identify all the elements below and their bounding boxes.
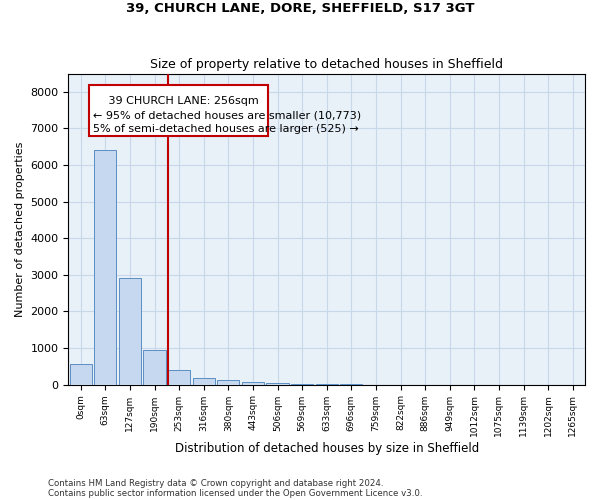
Bar <box>168 370 190 384</box>
Text: 39 CHURCH LANE: 256sqm: 39 CHURCH LANE: 256sqm <box>98 96 259 106</box>
Bar <box>266 382 289 384</box>
X-axis label: Distribution of detached houses by size in Sheffield: Distribution of detached houses by size … <box>175 442 479 455</box>
Text: Contains HM Land Registry data © Crown copyright and database right 2024.: Contains HM Land Registry data © Crown c… <box>48 478 383 488</box>
Bar <box>217 380 239 384</box>
Bar <box>94 150 116 384</box>
Text: ← 95% of detached houses are smaller (10,773): ← 95% of detached houses are smaller (10… <box>93 110 361 120</box>
FancyBboxPatch shape <box>89 84 268 136</box>
Title: Size of property relative to detached houses in Sheffield: Size of property relative to detached ho… <box>150 58 503 71</box>
Bar <box>143 350 166 384</box>
Text: 5% of semi-detached houses are larger (525) →: 5% of semi-detached houses are larger (5… <box>93 124 359 134</box>
Text: Contains public sector information licensed under the Open Government Licence v3: Contains public sector information licen… <box>48 488 422 498</box>
Bar <box>242 382 264 384</box>
Bar <box>70 364 92 384</box>
Bar <box>193 378 215 384</box>
Bar <box>119 278 141 384</box>
Y-axis label: Number of detached properties: Number of detached properties <box>15 142 25 317</box>
Text: 39, CHURCH LANE, DORE, SHEFFIELD, S17 3GT: 39, CHURCH LANE, DORE, SHEFFIELD, S17 3G… <box>126 2 474 16</box>
